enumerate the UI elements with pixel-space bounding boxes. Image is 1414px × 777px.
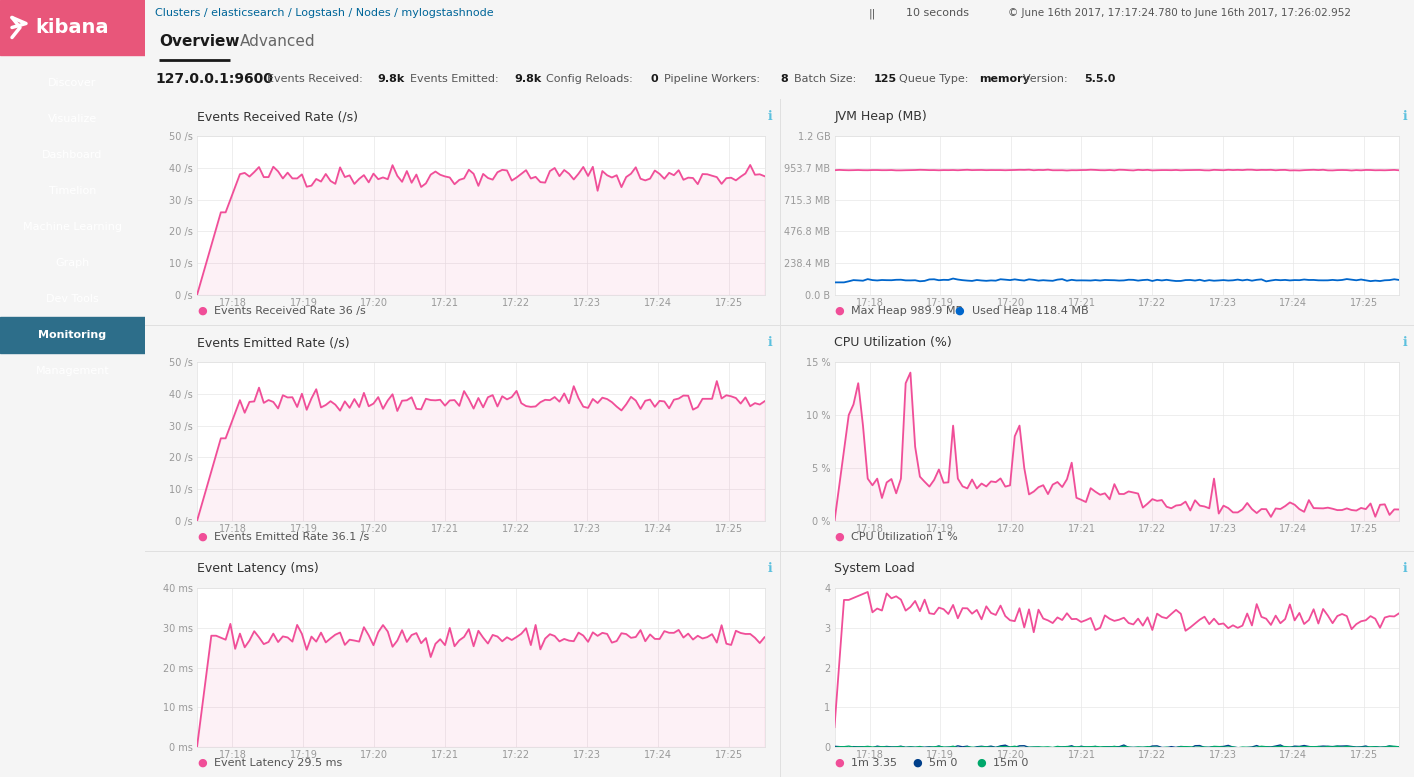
Text: ℹ: ℹ — [1403, 336, 1407, 349]
Text: 5.5.0: 5.5.0 — [1085, 74, 1116, 84]
Text: Graph: Graph — [55, 258, 89, 268]
Text: Events Emitted Rate 36.1 /s: Events Emitted Rate 36.1 /s — [214, 532, 369, 542]
Text: Clusters / elasticsearch / Logstash / Nodes / mylogstashnode: Clusters / elasticsearch / Logstash / No… — [156, 9, 493, 19]
Text: Pipeline Workers:: Pipeline Workers: — [656, 74, 764, 84]
Text: Management: Management — [35, 366, 109, 376]
Text: 1m 3.35: 1m 3.35 — [851, 758, 898, 768]
Text: 9.8k: 9.8k — [515, 74, 542, 84]
Text: kibana: kibana — [35, 18, 109, 37]
Text: Overview: Overview — [158, 34, 239, 50]
Text: ●: ● — [834, 532, 844, 542]
Text: Batch Size:: Batch Size: — [788, 74, 860, 84]
Text: ●: ● — [197, 758, 206, 768]
Text: Visualize: Visualize — [48, 114, 98, 124]
Text: Events Received Rate 36 /s: Events Received Rate 36 /s — [214, 306, 366, 316]
Text: Dev Tools: Dev Tools — [47, 294, 99, 304]
Text: 5m 0: 5m 0 — [929, 758, 957, 768]
Text: © June 16th 2017, 17:17:24.780 to June 16th 2017, 17:26:02.952: © June 16th 2017, 17:17:24.780 to June 1… — [1008, 9, 1350, 19]
Text: ●: ● — [912, 758, 922, 768]
Text: Config Reloads:: Config Reloads: — [539, 74, 636, 84]
Text: ℹ: ℹ — [768, 562, 772, 575]
Text: ●: ● — [834, 306, 844, 316]
Text: 0: 0 — [650, 74, 659, 84]
Text: Events Emitted:: Events Emitted: — [403, 74, 502, 84]
Text: 127.0.0.1:9600: 127.0.0.1:9600 — [156, 72, 273, 86]
Text: Version:: Version: — [1017, 74, 1072, 84]
Text: Monitoring: Monitoring — [38, 330, 106, 340]
Text: CPU Utilization (%): CPU Utilization (%) — [834, 336, 952, 349]
Bar — [0, 0, 146, 55]
Text: ●: ● — [197, 306, 206, 316]
Text: 8: 8 — [781, 74, 789, 84]
Text: memory: memory — [980, 74, 1029, 84]
Text: ℹ: ℹ — [1403, 110, 1407, 123]
Text: ||: || — [868, 9, 875, 19]
Text: ℹ: ℹ — [768, 336, 772, 349]
Text: CPU Utilization 1 %: CPU Utilization 1 % — [851, 532, 959, 542]
Text: Event Latency (ms): Event Latency (ms) — [197, 562, 318, 575]
Text: 10 seconds: 10 seconds — [906, 9, 970, 19]
Text: 15m 0: 15m 0 — [993, 758, 1028, 768]
Text: Discover: Discover — [48, 78, 96, 88]
Text: Events Received Rate (/s): Events Received Rate (/s) — [197, 110, 358, 123]
Text: Events Emitted Rate (/s): Events Emitted Rate (/s) — [197, 336, 349, 349]
Text: ●: ● — [954, 306, 964, 316]
Text: Max Heap 989.9 MB: Max Heap 989.9 MB — [851, 306, 963, 316]
Bar — [0, 317, 146, 353]
Text: Used Heap 118.4 MB: Used Heap 118.4 MB — [971, 306, 1089, 316]
Text: ℹ: ℹ — [1403, 562, 1407, 575]
Text: 9.8k: 9.8k — [378, 74, 404, 84]
Text: ℹ: ℹ — [768, 110, 772, 123]
Text: ●: ● — [976, 758, 986, 768]
Text: ●: ● — [197, 532, 206, 542]
Text: Events Received:: Events Received: — [260, 74, 366, 84]
Text: Timelion: Timelion — [49, 186, 96, 196]
Text: Event Latency 29.5 ms: Event Latency 29.5 ms — [214, 758, 342, 768]
Text: Machine Learning: Machine Learning — [23, 222, 122, 232]
Text: Dashboard: Dashboard — [42, 150, 103, 160]
Text: 125: 125 — [874, 74, 896, 84]
Text: Queue Type:: Queue Type: — [892, 74, 973, 84]
Text: JVM Heap (MB): JVM Heap (MB) — [834, 110, 928, 123]
Text: ●: ● — [834, 758, 844, 768]
Text: System Load: System Load — [834, 562, 915, 575]
Text: Advanced: Advanced — [240, 34, 315, 50]
